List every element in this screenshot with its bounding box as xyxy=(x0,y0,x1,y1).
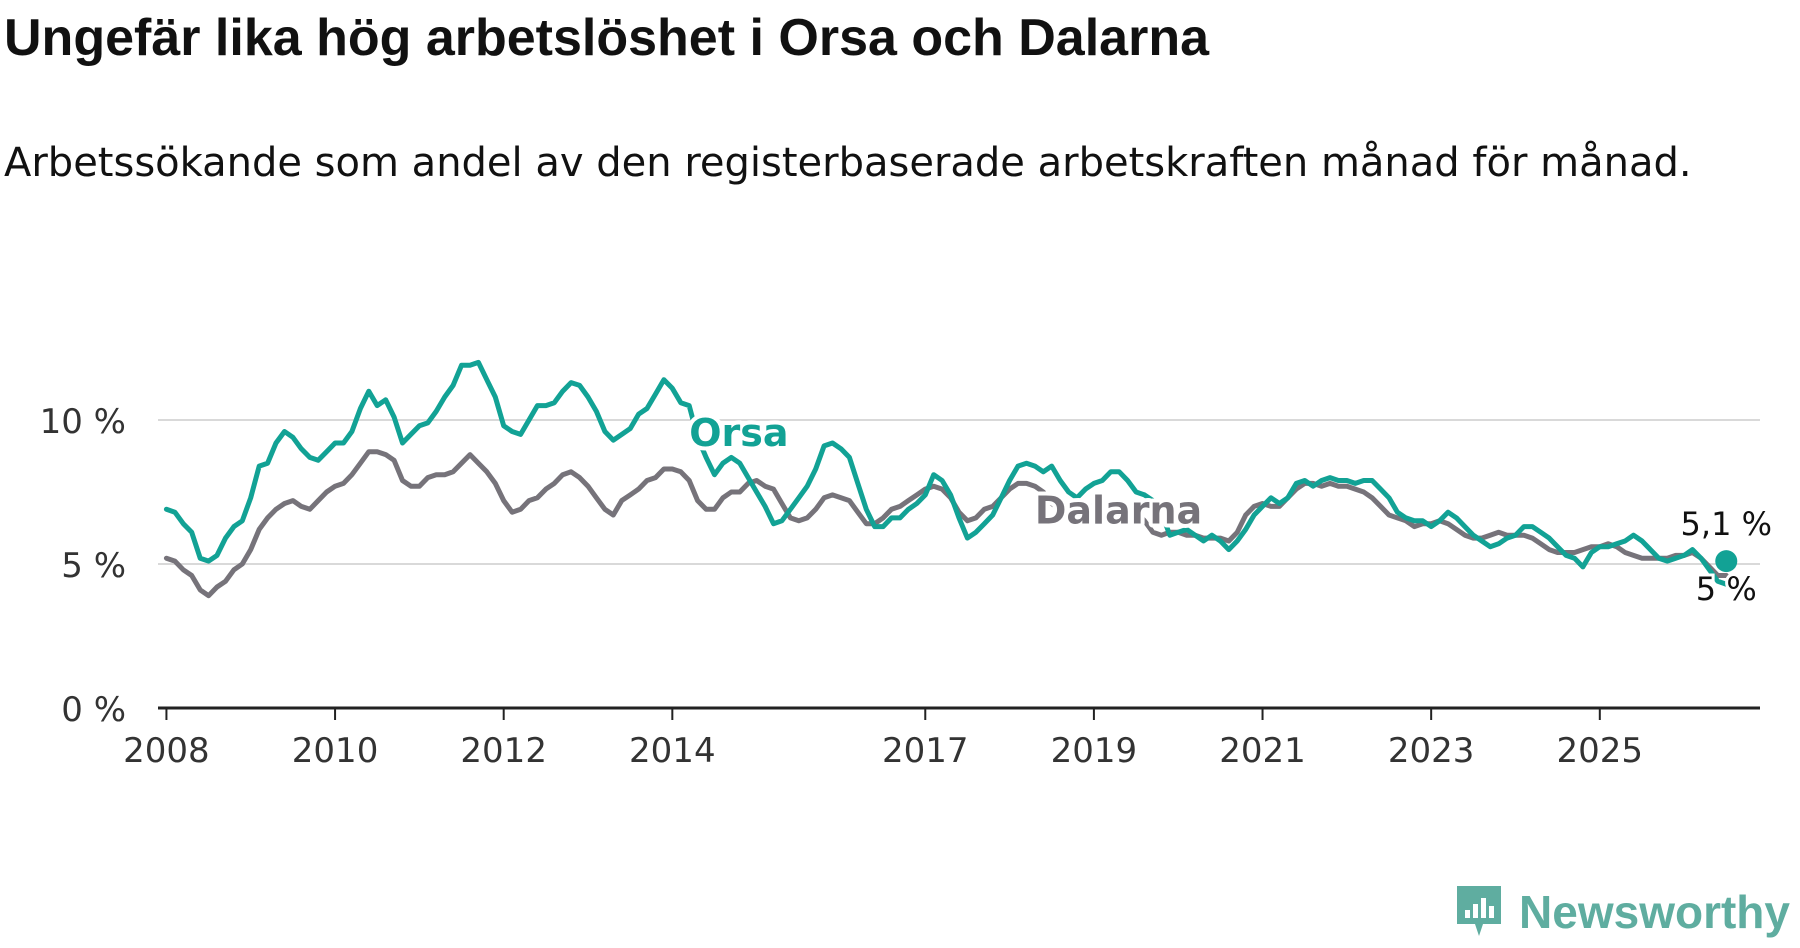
series-line-dalarna xyxy=(163,449,1729,599)
series-line-orsa xyxy=(163,359,1729,587)
y-axis-ticks: 0 % 5 % 10 % xyxy=(40,402,126,730)
line-chart: 0 %5 %10 % 2008 2010 2012 2014 2017 2019 2021 2… xyxy=(40,359,1775,771)
x-tick-label: 2025 xyxy=(1557,731,1644,771)
x-tick-label: 2010 xyxy=(292,731,379,771)
y-tick-label: 10 % xyxy=(40,402,126,442)
series-label-dalarna: Dalarna xyxy=(1035,489,1202,533)
series-labels: Orsa Dalarna 5,1 % 5 % xyxy=(685,407,1775,611)
x-tick-label: 2023 xyxy=(1388,731,1475,771)
end-point-orsa xyxy=(1715,550,1738,573)
chart-subtitle: Arbetssökande som andel av den registerb… xyxy=(4,140,1692,186)
brand-name: Newsworthy xyxy=(1519,886,1790,938)
x-tick-label: 2019 xyxy=(1051,731,1138,771)
series-lines xyxy=(163,359,1738,599)
newsworthy-logo-icon xyxy=(1457,886,1502,936)
series-label-orsa: Orsa xyxy=(689,411,788,455)
chart-title: Ungefär lika hög arbetslöshet i Orsa och… xyxy=(4,9,1210,67)
x-tick-label: 2012 xyxy=(460,731,547,771)
y-tick-label: 5 % xyxy=(61,546,126,586)
gridlines xyxy=(158,419,1760,565)
end-label-orsa: 5,1 % xyxy=(1681,505,1772,543)
x-tick-label: 2017 xyxy=(882,731,969,771)
end-label-dalarna: 5 % xyxy=(1696,570,1757,608)
x-tick-label: 2014 xyxy=(629,731,716,771)
x-tick-label: 2021 xyxy=(1219,731,1306,771)
x-tick-label: 2008 xyxy=(123,731,210,771)
x-axis: 2008 2010 2012 2014 2017 2019 2021 2023 2025 xyxy=(123,706,1760,771)
brand-logo: Newsworthy xyxy=(1453,876,1790,948)
y-tick-label: 0 % xyxy=(61,690,126,730)
